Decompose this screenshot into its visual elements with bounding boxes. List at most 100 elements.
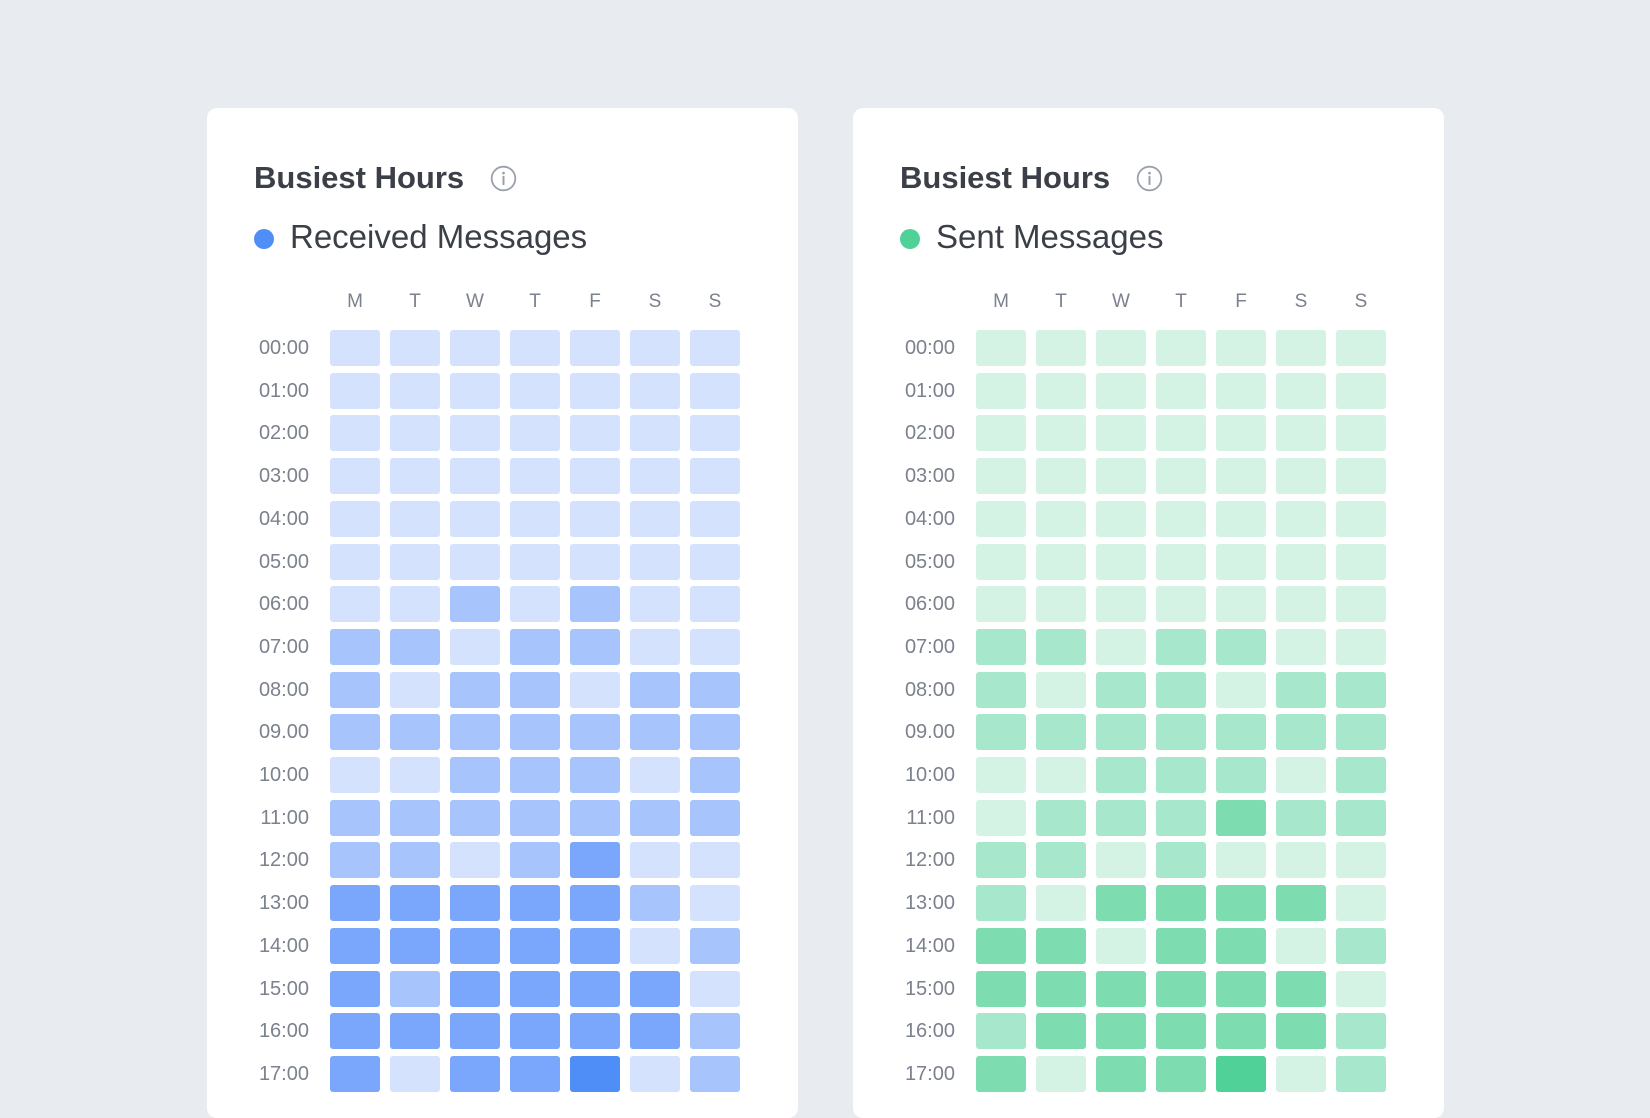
heatmap-cell[interactable]: [570, 757, 620, 793]
heatmap-cell[interactable]: [570, 1013, 620, 1050]
heatmap-cell[interactable]: [1276, 500, 1326, 537]
heatmap-cell[interactable]: [390, 842, 440, 879]
heatmap-cell[interactable]: [1096, 628, 1146, 665]
heatmap-cell[interactable]: [690, 927, 740, 964]
heatmap-cell[interactable]: [390, 714, 440, 751]
heatmap-cell[interactable]: [1216, 1013, 1266, 1050]
heatmap-cell[interactable]: [1036, 330, 1086, 366]
heatmap-cell[interactable]: [1336, 671, 1386, 708]
heatmap-cell[interactable]: [570, 586, 620, 623]
heatmap-cell[interactable]: [1276, 714, 1326, 751]
heatmap-cell[interactable]: [330, 671, 380, 708]
heatmap-cell[interactable]: [1036, 500, 1086, 537]
heatmap-cell[interactable]: [570, 970, 620, 1007]
heatmap-cell[interactable]: [450, 330, 500, 366]
heatmap-cell[interactable]: [1096, 372, 1146, 409]
heatmap-cell[interactable]: [390, 927, 440, 964]
heatmap-cell[interactable]: [450, 372, 500, 409]
heatmap-cell[interactable]: [1336, 842, 1386, 879]
heatmap-cell[interactable]: [450, 970, 500, 1007]
heatmap-cell[interactable]: [1276, 927, 1326, 964]
heatmap-cell[interactable]: [1156, 671, 1206, 708]
heatmap-cell[interactable]: [330, 415, 380, 452]
heatmap-cell[interactable]: [450, 842, 500, 879]
heatmap-cell[interactable]: [390, 970, 440, 1007]
heatmap-cell[interactable]: [1216, 458, 1266, 495]
heatmap-cell[interactable]: [1216, 330, 1266, 366]
heatmap-cell[interactable]: [1336, 714, 1386, 751]
heatmap-cell[interactable]: [1156, 415, 1206, 452]
heatmap-cell[interactable]: [690, 757, 740, 793]
heatmap-cell[interactable]: [510, 458, 560, 495]
heatmap-cell[interactable]: [630, 1013, 680, 1050]
heatmap-cell[interactable]: [570, 714, 620, 751]
heatmap-cell[interactable]: [1036, 799, 1086, 836]
heatmap-cell[interactable]: [1336, 799, 1386, 836]
heatmap-cell[interactable]: [510, 415, 560, 452]
heatmap-cell[interactable]: [1276, 543, 1326, 580]
heatmap-cell[interactable]: [1036, 415, 1086, 452]
heatmap-cell[interactable]: [1156, 628, 1206, 665]
heatmap-cell[interactable]: [630, 415, 680, 452]
heatmap-cell[interactable]: [1036, 372, 1086, 409]
heatmap-cell[interactable]: [690, 799, 740, 836]
heatmap-cell[interactable]: [1096, 927, 1146, 964]
heatmap-cell[interactable]: [690, 842, 740, 879]
heatmap-cell[interactable]: [1276, 970, 1326, 1007]
heatmap-cell[interactable]: [976, 970, 1026, 1007]
heatmap-cell[interactable]: [1276, 1055, 1326, 1092]
heatmap-cell[interactable]: [450, 458, 500, 495]
heatmap-cell[interactable]: [1036, 927, 1086, 964]
heatmap-cell[interactable]: [976, 714, 1026, 751]
heatmap-cell[interactable]: [390, 586, 440, 623]
heatmap-cell[interactable]: [1036, 628, 1086, 665]
heatmap-cell[interactable]: [1156, 543, 1206, 580]
heatmap-cell[interactable]: [1336, 1013, 1386, 1050]
heatmap-cell[interactable]: [390, 330, 440, 366]
heatmap-cell[interactable]: [450, 1055, 500, 1092]
heatmap-cell[interactable]: [690, 714, 740, 751]
heatmap-cell[interactable]: [1276, 671, 1326, 708]
heatmap-cell[interactable]: [510, 885, 560, 922]
heatmap-cell[interactable]: [1096, 500, 1146, 537]
heatmap-cell[interactable]: [570, 628, 620, 665]
heatmap-cell[interactable]: [1036, 842, 1086, 879]
heatmap-cell[interactable]: [510, 1013, 560, 1050]
heatmap-cell[interactable]: [1156, 458, 1206, 495]
heatmap-cell[interactable]: [1276, 757, 1326, 793]
heatmap-cell[interactable]: [1156, 842, 1206, 879]
heatmap-cell[interactable]: [1276, 586, 1326, 623]
heatmap-cell[interactable]: [330, 500, 380, 537]
heatmap-cell[interactable]: [1336, 885, 1386, 922]
heatmap-cell[interactable]: [976, 1055, 1026, 1092]
heatmap-cell[interactable]: [1276, 842, 1326, 879]
heatmap-cell[interactable]: [630, 628, 680, 665]
heatmap-cell[interactable]: [450, 714, 500, 751]
heatmap-cell[interactable]: [1096, 543, 1146, 580]
heatmap-cell[interactable]: [1276, 628, 1326, 665]
heatmap-cell[interactable]: [1036, 1055, 1086, 1092]
heatmap-cell[interactable]: [976, 500, 1026, 537]
heatmap-cell[interactable]: [450, 586, 500, 623]
heatmap-cell[interactable]: [1336, 458, 1386, 495]
heatmap-cell[interactable]: [1216, 714, 1266, 751]
heatmap-cell[interactable]: [330, 714, 380, 751]
heatmap-cell[interactable]: [1276, 799, 1326, 836]
heatmap-cell[interactable]: [1216, 1055, 1266, 1092]
heatmap-cell[interactable]: [1096, 885, 1146, 922]
heatmap-cell[interactable]: [1216, 586, 1266, 623]
heatmap-cell[interactable]: [570, 372, 620, 409]
heatmap-cell[interactable]: [450, 415, 500, 452]
heatmap-cell[interactable]: [1216, 842, 1266, 879]
heatmap-cell[interactable]: [1216, 543, 1266, 580]
heatmap-cell[interactable]: [330, 1013, 380, 1050]
heatmap-cell[interactable]: [450, 1013, 500, 1050]
heatmap-cell[interactable]: [1156, 970, 1206, 1007]
heatmap-cell[interactable]: [570, 671, 620, 708]
heatmap-cell[interactable]: [510, 714, 560, 751]
heatmap-cell[interactable]: [390, 671, 440, 708]
heatmap-cell[interactable]: [1336, 543, 1386, 580]
heatmap-cell[interactable]: [1156, 372, 1206, 409]
heatmap-cell[interactable]: [1096, 330, 1146, 366]
heatmap-cell[interactable]: [570, 543, 620, 580]
